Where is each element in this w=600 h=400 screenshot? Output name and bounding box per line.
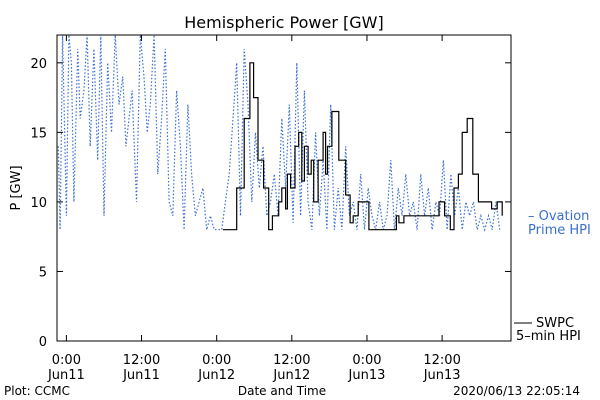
y-axis-label: P [GW] [9,165,24,210]
x-axis: 0:00Jun1112:00Jun110:00Jun1212:00Jun120:… [47,35,461,383]
x-tick-label-time: 0:00 [52,353,81,368]
plot-frame [56,34,512,342]
series-line-ovation-prime [57,34,501,232]
y-tick-label: 20 [30,57,47,72]
x-tick-label-time: 12:00 [273,353,310,368]
x-tick-label-time: 0:00 [202,353,231,368]
x-tick-label-time: 0:00 [352,353,381,368]
x-tick-label-date: Jun11 [47,368,85,383]
x-axis-label: Date and Time [238,384,326,398]
x-tick-label-date: Jun12 [197,368,235,383]
y-tick-label: 5 [39,265,47,280]
y-tick-label: 10 [30,196,47,211]
x-tick-label-date: Jun13 [423,368,461,383]
plot-timestamp: 2020/06/13 22:05:14 [453,384,580,398]
legend-swpc-line2: 5–min HPI [516,329,581,344]
x-tick-label-time: 12:00 [123,353,160,368]
legend-swpc-line1: SWPC [536,316,574,331]
x-tick-label-date: Jun11 [122,368,160,383]
legend-ovation: – Ovation Prime HPI [528,209,591,238]
legend-ovation-line1: – Ovation [528,209,589,224]
y-axis: 0 5 10 15 20 [30,57,511,350]
plot-credit: Plot: CCMC [4,384,70,398]
x-tick-label-time: 12:00 [423,353,460,368]
plot-area [57,34,503,232]
legend-swpc: SWPC 5–min HPI [514,316,581,344]
legend-ovation-line2: Prime HPI [528,223,591,238]
chart-title: Hemispheric Power [GW] [184,13,383,32]
series-line-swpc [222,62,503,231]
y-tick-label: 15 [30,126,47,141]
y-tick-label: 0 [39,335,47,350]
x-tick-label-date: Jun13 [348,368,386,383]
x-tick-label-date: Jun12 [272,368,310,383]
